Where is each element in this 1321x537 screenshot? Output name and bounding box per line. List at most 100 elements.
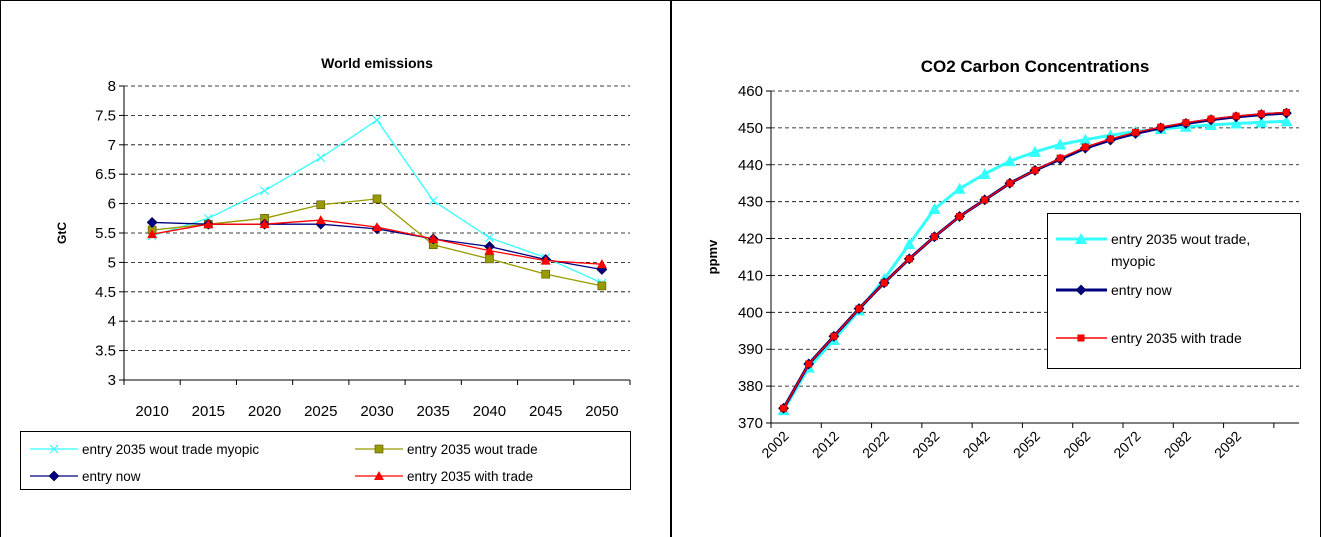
- data-point: [1079, 133, 1092, 145]
- x-tick-label: 2035: [417, 403, 450, 420]
- data-point: [880, 279, 888, 287]
- world-emissions-panel: World emissions GtC 3 3.5 4 4.5 5 5.5 6 6.5 7 7.5 8 2…: [0, 0, 671, 537]
- y-tick-label: 460: [738, 83, 763, 100]
- data-point: [1207, 115, 1215, 123]
- data-point: [260, 186, 269, 196]
- y-tick-label: 7.5: [95, 107, 116, 124]
- y-tick-label: 6: [108, 196, 116, 213]
- data-point: [484, 245, 495, 255]
- x-tick-label: 2045: [529, 403, 562, 420]
- data-point: [372, 194, 382, 204]
- data-point: [428, 196, 438, 206]
- y-tick-label: 400: [738, 304, 763, 321]
- data-point: [930, 233, 938, 241]
- y-axis-label: ppmv: [705, 239, 720, 274]
- y-tick-label: 5.5: [95, 225, 116, 242]
- x-tick-label: 2025: [304, 403, 337, 420]
- legend-marker: [374, 444, 384, 454]
- legend-label: entry 2035 with trade: [1111, 330, 1242, 346]
- y-tick-label: 380: [738, 378, 763, 395]
- data-point: [981, 196, 989, 204]
- data-point: [953, 182, 966, 194]
- legend-label-line: entry 2035 wout trade,: [1111, 231, 1250, 247]
- y-tick-label: 430: [738, 194, 763, 211]
- world-emissions-chart: World emissions GtC 3 3.5 4 4.5 5 5.5 6 6.5 7 7.5 8 2…: [0, 0, 671, 537]
- legend-label-line: myopic: [1111, 253, 1155, 269]
- legend-label: entry 2035 wout trade, myopic: [1111, 231, 1250, 269]
- data-point: [1132, 128, 1140, 136]
- legend-label: entry now: [82, 469, 141, 484]
- data-point: [597, 281, 607, 291]
- x-tick-label: 2015: [192, 403, 225, 420]
- data-point: [259, 219, 270, 229]
- y-tick-label: 5: [108, 254, 116, 271]
- legend-label: entry 2035 wout trade: [407, 442, 538, 457]
- chart-title: CO2 Carbon Concentrations: [921, 57, 1150, 76]
- data-point: [146, 216, 158, 228]
- y-tick-label: 4.5: [95, 284, 116, 301]
- y-tick-label: 420: [738, 231, 763, 248]
- x-tick-label: 2010: [135, 403, 168, 420]
- data-point: [1031, 166, 1039, 174]
- data-point: [372, 115, 382, 125]
- y-tick-label: 390: [738, 341, 763, 358]
- co2-concentrations-chart: CO2 Carbon Concentrations ppmv 370 380 390 40…: [671, 0, 1321, 537]
- y-tick-label: 370: [738, 415, 763, 432]
- legend: entry 2035 wout trade myopic entry 2035 w…: [20, 431, 631, 490]
- data-point: [540, 255, 551, 265]
- legend-label: entry now: [1111, 282, 1173, 298]
- data-point: [905, 255, 913, 263]
- legend-marker: [374, 471, 384, 480]
- y-tick-label: 6.5: [95, 166, 116, 183]
- data-point: [1054, 138, 1067, 150]
- x-tick-label: 2020: [248, 403, 281, 420]
- legend-label: entry 2035 with trade: [407, 469, 533, 484]
- data-point: [1257, 110, 1265, 118]
- data-point: [928, 203, 941, 215]
- data-point: [316, 200, 326, 210]
- y-tick-label: 3.5: [95, 343, 116, 360]
- y-axis-label: GtC: [55, 222, 69, 244]
- data-point: [596, 259, 607, 269]
- data-point: [956, 212, 964, 220]
- data-point: [1280, 115, 1293, 127]
- data-point: [541, 269, 550, 279]
- series-2: [780, 108, 1290, 412]
- y-tick-label: 8: [108, 78, 116, 95]
- data-point: [1106, 135, 1114, 143]
- data-point: [203, 219, 214, 229]
- data-point: [1157, 123, 1165, 131]
- legend-box: [20, 431, 631, 490]
- data-point: [1282, 108, 1290, 116]
- data-point: [428, 233, 439, 243]
- data-point: [1255, 116, 1268, 128]
- data-point: [1230, 117, 1243, 129]
- x-tick-label: 2040: [473, 403, 506, 420]
- data-point: [978, 168, 991, 179]
- legend-marker: [1077, 334, 1085, 342]
- data-point: [485, 254, 494, 264]
- data-point: [1182, 119, 1190, 127]
- data-point: [830, 332, 838, 340]
- gridlines: [124, 85, 630, 352]
- legend-marker: [1075, 284, 1087, 296]
- legend-marker: [48, 470, 60, 482]
- data-point: [147, 229, 158, 239]
- y-tick-label: 440: [738, 157, 763, 174]
- data-point: [1003, 155, 1016, 167]
- data-point: [805, 360, 813, 368]
- y-tick-label: 410: [738, 267, 763, 284]
- data-point: [1029, 145, 1041, 157]
- y-tick-label: 4: [108, 313, 116, 330]
- legend-marker: [1075, 233, 1087, 244]
- data-point: [903, 238, 916, 250]
- x-tick-label: 2030: [360, 403, 393, 420]
- y-tick-label: 450: [738, 120, 763, 137]
- data-point: [1006, 179, 1014, 187]
- legend: entry 2035 wout trade, myopic entry now ent…: [1047, 213, 1301, 369]
- data-point: [485, 233, 494, 243]
- chart-title: World emissions: [321, 55, 433, 71]
- data-point: [315, 215, 326, 225]
- data-point: [1232, 112, 1240, 120]
- y-tick-label: 3: [108, 372, 116, 389]
